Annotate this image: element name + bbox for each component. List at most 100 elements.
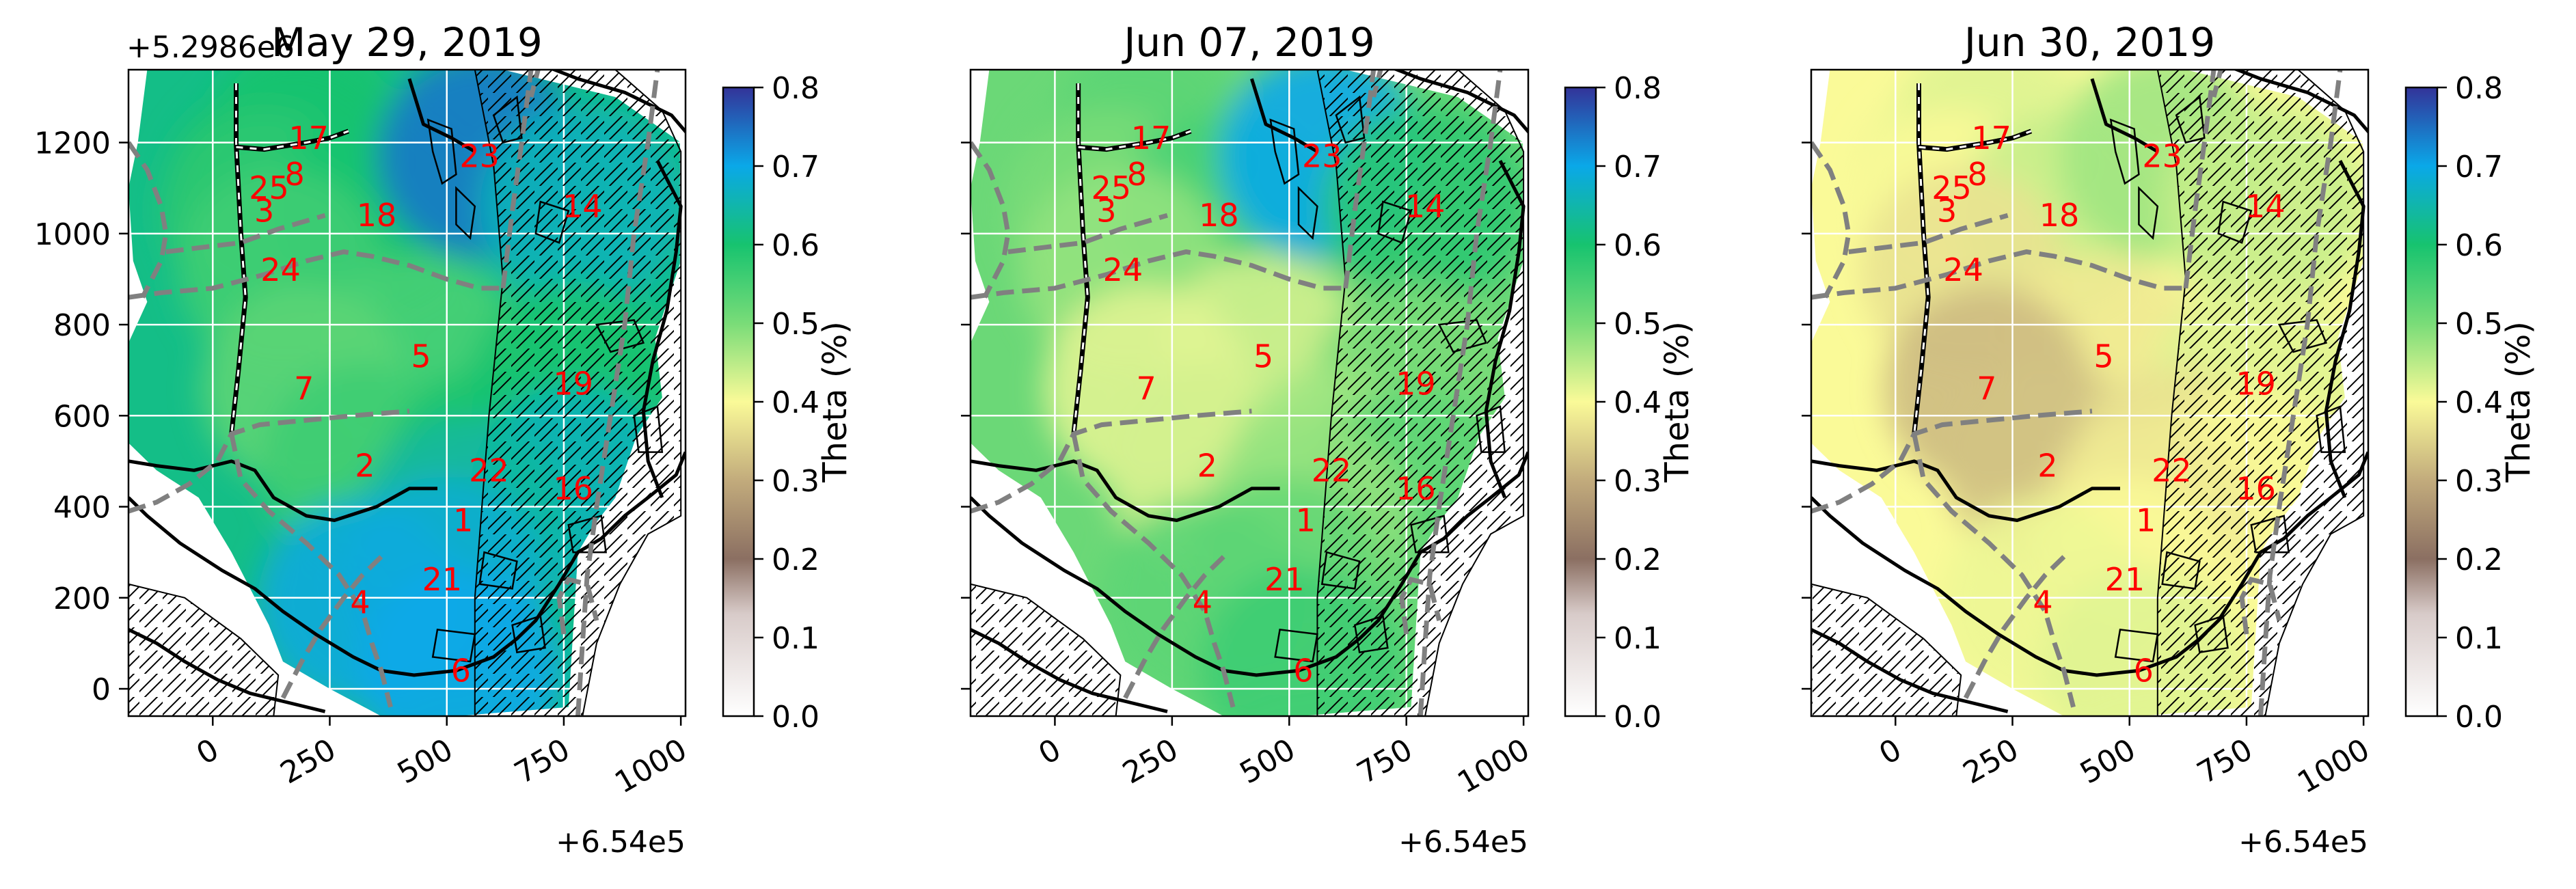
x-tick-label: 250 — [1957, 732, 2024, 791]
gray-dashed-line — [1371, 70, 1383, 98]
x-tick-label: 750 — [1351, 732, 1418, 791]
sensor-label-24: 24 — [260, 251, 301, 288]
boundary-line — [1811, 459, 2120, 522]
x-tick-label: 1000 — [1452, 732, 1535, 800]
sensor-label-1: 1 — [2136, 502, 2156, 539]
x-offset-label: +6.54e5 — [556, 825, 686, 860]
gray-dashed-line — [128, 141, 169, 299]
gray-dashed-line — [1123, 555, 1225, 700]
sensor-label-6: 6 — [451, 652, 471, 689]
sensor-label-4: 4 — [1193, 584, 1212, 620]
gray-dashed-line — [1399, 577, 1442, 635]
colorbar-tick-label: 0.2 — [2455, 543, 2503, 577]
gray-dashed-line — [229, 433, 393, 708]
colorbar-tick-label: 0.1 — [772, 621, 819, 656]
sensor-label-17: 17 — [1971, 120, 2011, 156]
gray-dashed-line — [2183, 70, 2216, 289]
parcel-outline — [2175, 95, 2206, 144]
hatched-area — [128, 583, 280, 716]
gray-dashed-line — [128, 249, 503, 300]
x-tick-label: 0 — [1873, 732, 1908, 771]
parcel-outline — [1297, 186, 1318, 241]
sensor-label-6: 6 — [1293, 652, 1313, 689]
sensor-label-5: 5 — [411, 338, 431, 375]
parcel-outline — [2109, 118, 2140, 185]
boundary-line — [128, 451, 686, 677]
parcel-outline — [2250, 515, 2290, 553]
sensor-label-3: 3 — [1096, 193, 1116, 230]
gray-dashed-line — [1912, 433, 2076, 708]
sensor-label-21: 21 — [1264, 561, 1305, 598]
parcel-outline — [1274, 629, 1318, 663]
parcel-outline — [431, 629, 476, 663]
sensor-label-22: 22 — [469, 452, 509, 489]
gray-dashed-line — [556, 577, 599, 635]
sensor-label-2: 2 — [355, 448, 375, 484]
sensor-label-17: 17 — [288, 120, 329, 156]
gray-dashed-line — [575, 70, 660, 716]
hatched-area — [2156, 70, 2365, 716]
road-dash — [1072, 83, 1089, 435]
axes-frame — [127, 68, 687, 717]
sensor-label-8: 8 — [1127, 156, 1147, 193]
colorbar-tick-label: 0.5 — [2455, 307, 2503, 342]
sensor-label-1: 1 — [1296, 502, 1316, 539]
colorbar-tick-label: 0.8 — [1614, 71, 1662, 106]
hatched-area — [1316, 70, 1525, 716]
colorbar-tick-label: 0.8 — [772, 71, 819, 106]
gray-dashed-line — [1848, 213, 2009, 254]
parcel-outline — [2316, 405, 2346, 453]
parcel-outline — [511, 614, 546, 654]
sensor-label-4: 4 — [350, 584, 370, 620]
sensor-label-19: 19 — [553, 366, 593, 402]
sensor-label-2: 2 — [1197, 448, 1217, 484]
colorbar-tick-label: 0.7 — [772, 150, 819, 184]
parcel-outline — [1410, 515, 1450, 553]
colorbar-fill — [2406, 87, 2437, 716]
colorbar-tick-label: 0.0 — [2455, 700, 2503, 735]
sensor-label-14: 14 — [2245, 188, 2286, 225]
colorbar-tick-label: 0.3 — [2455, 464, 2503, 499]
y-tick-label: 200 — [53, 582, 111, 616]
parcel-outline — [1476, 405, 1506, 453]
sensor-label-21: 21 — [2105, 561, 2145, 598]
sensor-label-7: 7 — [1137, 370, 1156, 407]
gray-dashed-line — [165, 213, 326, 254]
sensor-label-8: 8 — [1967, 156, 1987, 193]
sensor-label-17: 17 — [1131, 120, 1171, 156]
boundary-line — [1392, 70, 1528, 135]
colorbar-tick-label: 0.4 — [1614, 385, 1662, 420]
sensor-label-19: 19 — [1396, 366, 1436, 402]
parcel-outline — [2138, 186, 2159, 241]
boundary-line — [2232, 70, 2368, 135]
x-tick-label: 250 — [1117, 732, 1184, 791]
sensor-label-6: 6 — [2134, 652, 2154, 689]
boundary-line — [128, 459, 437, 522]
gray-dashed-line — [2258, 70, 2343, 716]
x-offset-label: +6.54e5 — [1398, 825, 1528, 860]
parcel-outline — [567, 515, 608, 553]
boundary-line — [1484, 160, 1526, 499]
colorbar-tick-label: 0.5 — [1614, 307, 1662, 342]
boundary-line — [1811, 628, 2009, 713]
gray-dashed-line — [1071, 433, 1236, 708]
colorbar-tick-label: 0.3 — [1614, 464, 1662, 499]
sensor-label-5: 5 — [2093, 338, 2113, 375]
parcel-outline — [478, 551, 518, 590]
sensor-label-7: 7 — [294, 370, 314, 407]
colorbar-tick-label: 0.7 — [1614, 150, 1662, 184]
boundary-line — [2090, 78, 2159, 154]
gray-dashed-line — [280, 555, 383, 700]
colorbar-fill — [723, 87, 754, 716]
sensor-label-16: 16 — [553, 470, 593, 507]
panel-title: May 29, 2019 — [271, 19, 543, 66]
colorbar-tick-label: 0.5 — [772, 307, 819, 342]
road-dash — [1913, 83, 1929, 435]
